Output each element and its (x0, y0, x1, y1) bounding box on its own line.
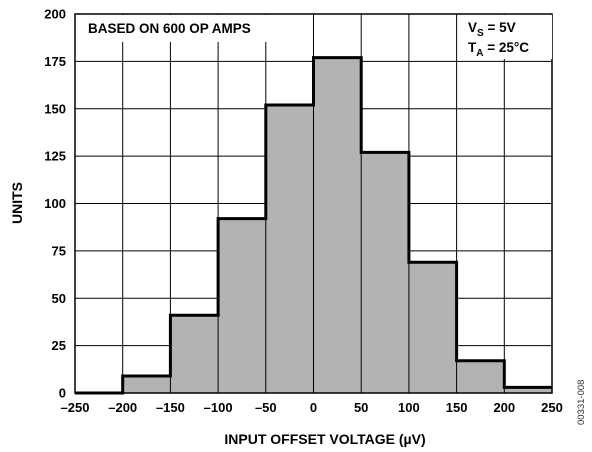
y-axis-label: UNITS (9, 182, 25, 224)
x-tick-label: –150 (156, 400, 185, 415)
histogram-bar (218, 218, 266, 393)
histogram-bar (504, 387, 552, 393)
histogram-outline (75, 56, 552, 395)
sample-note: BASED ON 600 OP AMPS (88, 21, 251, 36)
supply-voltage-condition: VS = 5V (468, 20, 516, 39)
ambient-temperature-condition: TA = 25°C (468, 40, 529, 59)
conditions-box: VS = 5V TA = 25°C (461, 15, 552, 59)
sample-note-box: BASED ON 600 OP AMPS (80, 15, 285, 42)
y-tick-label: 150 (44, 101, 66, 116)
x-tick-label: –100 (204, 400, 233, 415)
y-tick-label: 175 (44, 54, 66, 69)
figure-id: 00331-008 (576, 380, 587, 425)
x-tick-label: 0 (310, 400, 317, 415)
plot-frame (74, 13, 553, 394)
histogram-bar (170, 315, 219, 393)
histogram-bars (122, 57, 552, 394)
histogram-bar (361, 152, 409, 393)
axis-ticks: –250 –200 –150 –100 –50 0 50 100 150 200 250 0 25 50 7… (44, 7, 563, 416)
x-tick-label: –250 (61, 400, 90, 415)
histogram-step-outline (75, 56, 552, 395)
x-tick-label: 250 (541, 400, 563, 415)
y-tick-label: 75 (52, 243, 66, 258)
x-tick-label: –200 (108, 400, 137, 415)
x-axis-label: INPUT OFFSET VOLTAGE (µV) (224, 431, 425, 447)
y-tick-label: 50 (52, 291, 66, 306)
histogram-bar (456, 360, 505, 393)
x-tick-label: 200 (493, 400, 515, 415)
y-tick-label: 200 (44, 7, 66, 22)
y-tick-label: 125 (44, 149, 66, 164)
x-tick-label: –50 (255, 400, 277, 415)
y-tick-label: 0 (59, 386, 66, 401)
x-tick-label: 100 (398, 400, 420, 415)
y-tick-label: 100 (44, 196, 66, 211)
x-tick-label: 150 (446, 400, 468, 415)
x-tick-label: 50 (354, 400, 368, 415)
histogram-bar (408, 262, 457, 393)
histogram-bar (265, 104, 314, 394)
histogram-bar (313, 57, 362, 394)
histogram-bar (122, 375, 171, 393)
y-tick-label: 25 (52, 338, 66, 353)
